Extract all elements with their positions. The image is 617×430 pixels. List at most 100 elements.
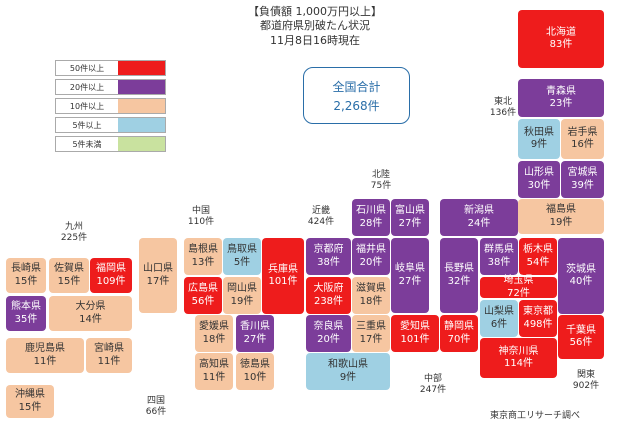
prefecture-tile: 大阪府 238件	[306, 277, 351, 314]
prefecture-name: 愛知県	[400, 321, 430, 332]
region-name: 北陸	[371, 170, 390, 180]
legend-swatch	[118, 61, 165, 75]
prefecture-count: 109件	[96, 275, 126, 287]
prefecture-count: 83件	[549, 39, 573, 50]
prefecture-tile: 熊本県 35件	[6, 296, 46, 331]
prefecture-name: 大阪府	[313, 283, 344, 294]
prefecture-name: 東京都	[523, 306, 553, 317]
region-label: 近畿 424件	[296, 206, 346, 229]
region-name: 四国	[146, 396, 165, 406]
legend-swatch	[118, 137, 165, 151]
prefecture-name: 神奈川県	[498, 345, 539, 357]
prefecture-count: 56件	[191, 295, 215, 307]
prefecture-tile: 京都府 38件	[306, 238, 351, 275]
prefecture-count: 39件	[571, 179, 594, 191]
prefecture-tile: 奈良県 20件	[306, 315, 351, 352]
prefecture-name: 長崎県	[11, 263, 41, 274]
prefecture-count: 15件	[57, 275, 81, 287]
prefecture-tile: 島根県 13件	[184, 238, 222, 275]
prefecture-name: 鹿児島県	[25, 343, 65, 354]
prefecture-count: 54件	[526, 256, 550, 268]
legend-swatch	[118, 118, 165, 132]
source-note: 東京商工リサーチ調べ	[490, 411, 581, 421]
prefecture-name: 青森県	[546, 85, 576, 97]
prefecture-tile: 富山県 27件	[391, 199, 429, 236]
prefecture-name: 千葉県	[566, 324, 596, 336]
prefecture-count: 11件	[202, 371, 226, 383]
prefecture-tile: 香川県 27件	[236, 315, 274, 352]
prefecture-count: 11件	[33, 355, 57, 367]
legend-row: 10件以上	[55, 98, 166, 114]
legend-row: 20件以上	[55, 79, 166, 95]
prefecture-name: 秋田県	[524, 126, 554, 138]
legend-label: 5件以上	[56, 118, 118, 132]
header-line-1: 【負債額 1,000万円以上】	[248, 5, 382, 18]
prefecture-count: 27件	[398, 217, 422, 229]
prefecture-tile: 岡山県 19件	[223, 277, 261, 314]
prefecture-tile: 茨城県 40件	[558, 238, 604, 314]
prefecture-tile: 石川県 28件	[352, 199, 390, 236]
prefecture-count: 101件	[400, 333, 430, 345]
prefecture-tile: 長野県 32件	[440, 238, 478, 313]
prefecture-name: 岡山県	[227, 283, 257, 294]
prefecture-name: 福島県	[546, 204, 576, 215]
region-count: 136件	[489, 108, 517, 119]
prefecture-count: 10件	[243, 371, 267, 383]
national-total-label: 全国合計	[332, 79, 381, 94]
region-label: 関東 902件	[566, 370, 606, 393]
region-label: 北陸 75件	[356, 170, 406, 193]
chart-header: 【負債額 1,000万円以上】 都道府県別破たん状況 11月8日16時現在	[230, 5, 400, 48]
prefecture-count: 14件	[79, 313, 102, 325]
prefecture-tile: 長崎県 15件	[6, 258, 46, 293]
prefecture-tile: 栃木県 54件	[519, 238, 557, 275]
prefecture-tile: 秋田県 9件	[518, 119, 560, 159]
region-name: 近畿	[311, 206, 330, 216]
prefecture-count: 24件	[467, 217, 491, 229]
prefecture-name: 岐阜県	[395, 263, 425, 274]
prefecture-tile: 静岡県 70件	[440, 315, 478, 352]
region-label: 東北 136件	[483, 97, 523, 120]
prefecture-count: 18件	[202, 333, 226, 345]
prefecture-count: 6件	[490, 318, 508, 330]
legend: 50件以上 20件以上 10件以上 5件以上 5件未満	[55, 60, 166, 155]
prefecture-tile: 滋賀県 18件	[352, 277, 390, 314]
prefecture-count: 72件	[507, 287, 530, 299]
prefecture-count: 20件	[317, 333, 340, 345]
header-line-2: 都道府県別破たん状況	[260, 19, 370, 33]
prefecture-name: 鳥取県	[227, 244, 257, 255]
prefecture-tile: 愛知県 101件	[391, 315, 439, 352]
prefecture-name: 山形県	[524, 167, 554, 178]
prefecture-name: 埼玉県	[503, 275, 534, 286]
prefecture-count: 56件	[569, 337, 593, 348]
prefecture-tile: 山梨県 6件	[480, 300, 518, 337]
region-label: 九州 225件	[50, 222, 98, 245]
prefecture-name: 三重県	[356, 321, 386, 332]
prefecture-name: 愛媛県	[199, 321, 229, 332]
prefecture-tile: 埼玉県 72件	[480, 275, 557, 299]
prefecture-tile: 福井県 20件	[352, 238, 390, 275]
prefecture-count: 9件	[339, 371, 357, 383]
prefecture-name: 岩手県	[567, 126, 598, 138]
prefecture-tile: 兵庫県 101件	[262, 238, 304, 314]
legend-row: 50件以上	[55, 60, 166, 76]
prefecture-count: 38件	[317, 256, 340, 268]
prefecture-name: 宮城県	[567, 167, 598, 178]
prefecture-name: 山梨県	[484, 306, 514, 317]
prefecture-tile: 千葉県 56件	[558, 315, 604, 359]
national-total-value: 2,268件	[333, 98, 380, 113]
prefecture-name: 滋賀県	[356, 283, 386, 294]
prefecture-count: 15件	[18, 401, 42, 413]
prefecture-name: 京都府	[313, 244, 344, 255]
prefecture-count: 19件	[549, 216, 573, 228]
prefecture-count: 498件	[523, 318, 553, 330]
prefecture-tile: 和歌山県 9件	[306, 353, 390, 390]
prefecture-name: 茨城県	[566, 263, 596, 275]
prefecture-count: 5件	[233, 256, 251, 268]
prefecture-count: 23件	[549, 98, 573, 109]
prefecture-name: 栃木県	[523, 244, 553, 255]
region-label: 中部 247件	[413, 374, 453, 397]
prefecture-tile: 宮城県 39件	[561, 161, 604, 198]
prefecture-tile: 宮崎県 11件	[86, 338, 132, 373]
prefecture-count: 101件	[268, 276, 298, 287]
prefecture-name: 新潟県	[464, 205, 494, 216]
